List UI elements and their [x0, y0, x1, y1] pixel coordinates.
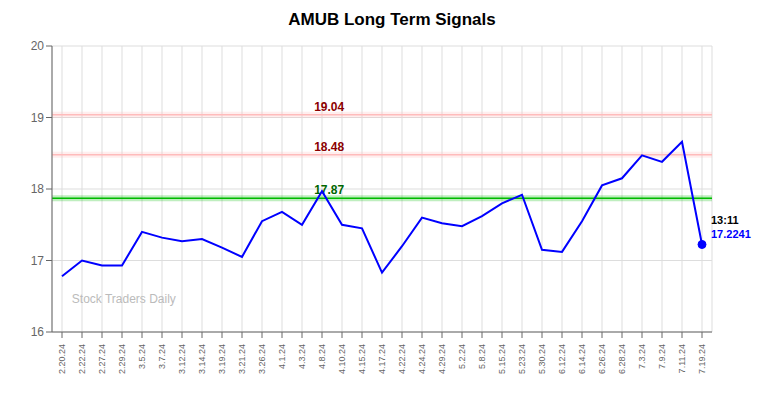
svg-text:2.20.24: 2.20.24 — [57, 344, 67, 374]
html-text:Stock Traders Daily: Stock Traders Daily — [71, 292, 176, 306]
svg-text:4.10.24: 4.10.24 — [337, 344, 347, 374]
svg-text:19.04: 19.04 — [314, 100, 344, 114]
svg-text:4.29.24: 4.29.24 — [437, 344, 447, 374]
svg-text:3.12.24: 3.12.24 — [177, 344, 187, 374]
svg-text:13:11: 13:11 — [711, 214, 739, 226]
svg-text:5.15.24: 5.15.24 — [497, 344, 507, 374]
svg-text:3.14.24: 3.14.24 — [197, 344, 207, 374]
svg-text:5.8.24: 5.8.24 — [477, 344, 487, 369]
svg-text:17.87: 17.87 — [314, 183, 345, 198]
svg-text:5.30.24: 5.30.24 — [537, 344, 547, 374]
svg-text:3.21.24: 3.21.24 — [237, 344, 247, 374]
svg-text:17: 17 — [31, 254, 45, 268]
svg-text:18.48: 18.48 — [314, 140, 344, 154]
svg-text:6.28.24: 6.28.24 — [617, 344, 627, 374]
svg-text:4.15.24: 4.15.24 — [357, 344, 367, 374]
svg-text:6.12.24: 6.12.24 — [557, 344, 567, 374]
svg-text:7.11.24: 7.11.24 — [677, 344, 687, 373]
svg-text:3.5.24: 3.5.24 — [137, 344, 147, 369]
svg-text:3.19.24: 3.19.24 — [217, 344, 227, 374]
svg-text:5.23.24: 5.23.24 — [517, 344, 527, 374]
svg-text:4.24.24: 4.24.24 — [417, 344, 427, 374]
svg-text:18: 18 — [31, 182, 45, 196]
svg-text:2.29.24: 2.29.24 — [117, 344, 127, 374]
svg-text:5.2.24: 5.2.24 — [457, 344, 467, 369]
svg-text:3.26.24: 3.26.24 — [257, 344, 267, 374]
svg-text:7.19.24: 7.19.24 — [697, 344, 707, 374]
svg-text:20: 20 — [31, 39, 45, 53]
html-text:AMUB Long Term Signals: AMUB Long Term Signals — [288, 10, 496, 29]
svg-text:7.9.24: 7.9.24 — [657, 344, 667, 369]
svg-text:2.27.24: 2.27.24 — [97, 344, 107, 374]
svg-text:7.3.24: 7.3.24 — [637, 344, 647, 369]
svg-text:4.17.24: 4.17.24 — [377, 344, 387, 374]
svg-text:6.26.24: 6.26.24 — [597, 344, 607, 374]
svg-text:4.8.24: 4.8.24 — [317, 344, 327, 369]
svg-text:16: 16 — [31, 325, 45, 339]
svg-text:4.3.24: 4.3.24 — [297, 344, 307, 369]
svg-text:6.14.24: 6.14.24 — [577, 344, 587, 374]
svg-text:2.22.24: 2.22.24 — [77, 344, 87, 374]
svg-text:17.2241: 17.2241 — [711, 228, 751, 240]
svg-text:3.7.24: 3.7.24 — [157, 344, 167, 369]
svg-text:4.1.24: 4.1.24 — [277, 344, 287, 369]
svg-text:19: 19 — [31, 111, 45, 125]
svg-text:4.22.24: 4.22.24 — [397, 344, 407, 374]
